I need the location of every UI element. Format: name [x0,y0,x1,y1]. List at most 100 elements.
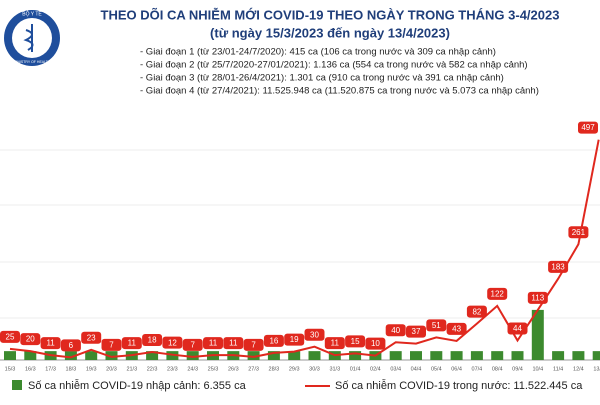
value-label: 40 [391,326,400,335]
value-label: 6 [69,341,74,350]
x-tick-label: 18/3 [66,366,77,372]
value-label-box [203,337,223,350]
bar [511,351,524,360]
value-label-box [365,337,386,350]
note: - Giai đoạn 2 (từ 25/7/2020-27/01/2021):… [140,60,528,71]
value-label: 7 [109,341,114,350]
value-label: 20 [26,335,35,344]
x-tick-label: 31/3 [329,366,340,372]
value-label-box [466,305,487,318]
value-label-box [568,226,589,239]
value-label: 23 [87,333,96,342]
x-tick-label: 23/3 [167,366,178,372]
x-tick-label: 05/4 [431,366,442,372]
value-label: 7 [251,341,256,350]
value-label-box [578,121,598,134]
x-tick-label: 30/3 [309,366,320,372]
bar [430,351,443,360]
value-label-box [406,325,426,338]
value-label-box [487,287,508,300]
bar [450,351,463,360]
value-label: 497 [581,123,595,132]
bar [4,351,16,360]
value-label: 19 [290,335,299,344]
bar [288,351,301,360]
value-label: 261 [572,228,586,237]
value-label: 12 [168,338,177,347]
chart-title: THEO DÕI CA NHIỄM MỚI COVID-19 THEO NGÀY… [101,7,560,22]
logo-top: BỘ Y TẾ [22,10,42,17]
value-label: 11 [209,339,218,348]
value-label-box [345,335,366,348]
value-label: 30 [310,330,319,339]
value-label-box [182,338,203,351]
x-tick-label: 27/3 [248,366,259,372]
logo-bottom: MINISTRY OF HEALTH [14,60,51,64]
bar [24,351,37,360]
bar [247,351,260,360]
bar [64,351,77,360]
note: - Giai đoạn 1 (từ 23/01-24/7/2020): 415 … [140,47,496,58]
value-label: 16 [269,337,278,346]
bar [349,351,362,360]
value-label-box [385,324,406,337]
value-label-box [263,334,284,347]
x-tick-label: 10/4 [532,366,543,372]
x-tick-label: 04/4 [411,366,422,372]
value-label: 37 [412,327,421,336]
value-label: 10 [371,339,380,348]
bar [470,351,483,360]
value-label-box [324,337,345,350]
bar [146,351,159,360]
value-label-box [304,328,325,341]
bar [410,351,422,360]
value-label-box [223,337,244,350]
bar [186,351,199,360]
value-label-box [60,339,81,352]
x-tick-label: 03/4 [390,366,401,372]
note: - Giai đoạn 3 (từ 28/01-26/4/2021): 1.30… [140,73,504,84]
value-label-box [446,322,467,335]
x-tick-label: 15/3 [5,366,16,372]
value-label: 43 [452,325,461,334]
value-label: 11 [331,339,340,348]
x-tick-label: 25/3 [208,366,219,372]
bar [105,351,118,360]
x-tick-label: 11/4 [553,366,563,372]
note: - Giai đoạn 4 (từ 27/4/2021): 11.525.948… [140,86,539,97]
value-label-box [0,330,20,343]
x-tick-label: 07/4 [472,366,483,372]
logo-symbol [23,24,34,52]
x-tick-label: 21/3 [126,366,137,372]
bar [491,351,504,360]
value-label-box [142,334,163,347]
value-label-box [162,336,183,349]
value-label: 113 [531,294,544,303]
value-label-box [243,338,264,351]
value-label-box [121,337,142,350]
value-label-box [40,337,61,350]
x-tick-label: 06/4 [451,366,462,372]
value-label: 15 [351,337,360,346]
value-label: 18 [148,336,157,345]
x-tick-label: 12/4 [573,366,584,372]
x-tick-label: 01/4 [350,366,361,372]
x-tick-label: 20/3 [106,366,117,372]
bar [531,309,544,360]
bar [572,351,585,360]
value-label: 122 [491,290,505,299]
value-label-box [81,331,102,344]
x-tick-label: 24/3 [187,366,198,372]
x-tick-label: 08/4 [492,366,503,372]
bar [85,351,98,360]
x-tick-label: 16/3 [25,366,36,372]
legend-label: Số ca nhiễm COVID-19 trong nước: 11.522.… [335,379,583,392]
value-label: 11 [46,339,55,348]
x-tick-label: 09/4 [512,366,523,372]
value-label: 11 [229,339,238,348]
value-label-box [20,333,41,346]
value-label: 82 [472,307,481,316]
value-label: 7 [190,341,195,350]
x-tick-label: 29/3 [289,366,300,372]
